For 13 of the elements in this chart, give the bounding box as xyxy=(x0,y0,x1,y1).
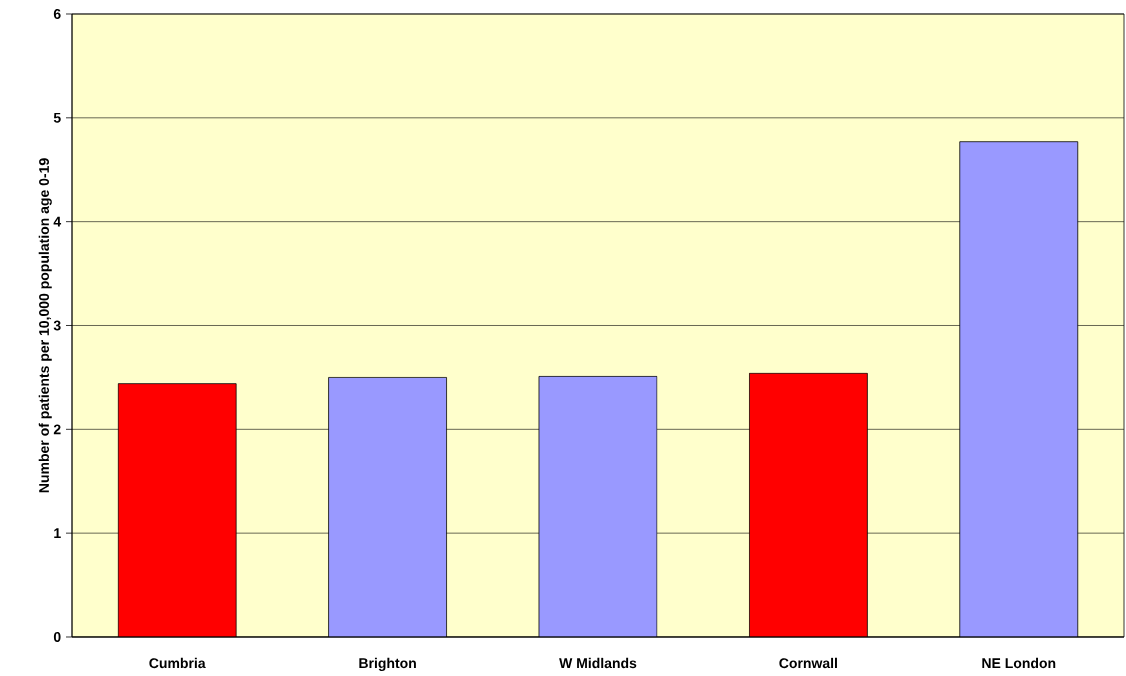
y-tick-label: 2 xyxy=(53,424,61,435)
x-tick-label: Brighton xyxy=(359,657,416,671)
x-tick-label: Cumbria xyxy=(149,657,206,669)
y-tick-label: 4 xyxy=(53,216,62,227)
x-tick-label: NE London xyxy=(982,657,1056,669)
y-tick-label: 1 xyxy=(54,528,61,538)
y-axis-title: Number of patients per 10,000 population age 0-19 xyxy=(38,158,52,493)
x-tick-label: Cornwall xyxy=(779,657,837,669)
y-tick-label: 0 xyxy=(53,632,61,642)
y-tick-label: 6 xyxy=(53,9,61,19)
x-tick-label: W Midlands xyxy=(559,657,637,669)
y-tick-label: 3 xyxy=(53,320,61,331)
y-tick-label: 5 xyxy=(53,112,61,123)
